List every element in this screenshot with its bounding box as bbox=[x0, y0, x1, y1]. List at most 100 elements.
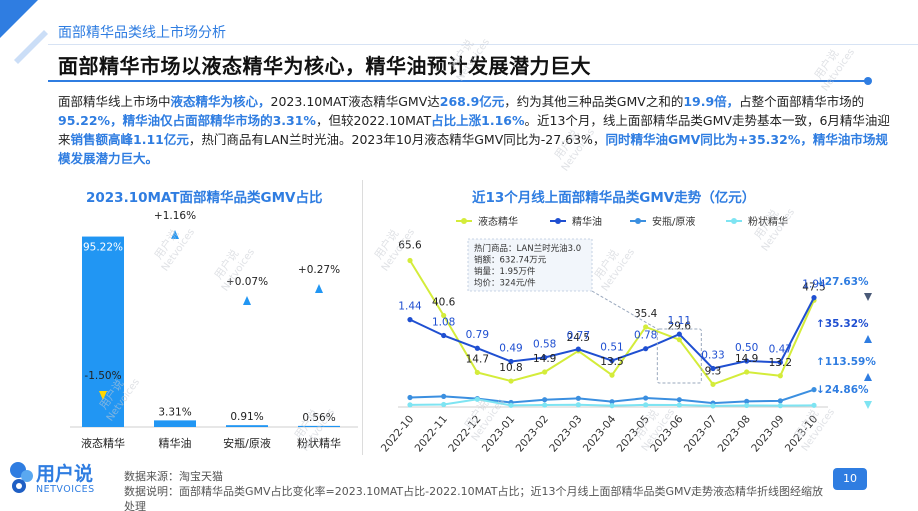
down-triangle-icon bbox=[864, 293, 872, 301]
data-label: 1.11 bbox=[668, 315, 691, 327]
trend-line-chart: 液态精华 精华油 安瓶/原液 粉状精华 65.6 40.6 14.7 10.8 14.9 24.5… bbox=[379, 215, 876, 455]
change-label: -1.50% bbox=[84, 370, 121, 382]
legend-label: 粉状精华 bbox=[748, 215, 788, 228]
data-point bbox=[474, 369, 480, 376]
yoy-label: ↓24.86% bbox=[816, 384, 869, 396]
body-text: 。近13个月，线上面部精华品类GMV走势基本一致，6月精华油迎来 bbox=[58, 113, 890, 147]
highlight-frame bbox=[656, 328, 702, 384]
data-point bbox=[441, 332, 447, 339]
bar bbox=[298, 425, 340, 427]
body-text: 面部精华线上市场中 bbox=[58, 94, 171, 109]
data-point bbox=[474, 396, 480, 402]
x-tick-label: 2023-10 bbox=[783, 413, 820, 454]
change-label: +0.07% bbox=[226, 276, 268, 288]
section-label: 面部精华品类线上市场分析 bbox=[58, 25, 226, 41]
panel-divider bbox=[362, 180, 363, 455]
data-point bbox=[508, 378, 514, 384]
bar-value-label: 3.31% bbox=[158, 406, 191, 418]
highlight-text: 销售额高峰1.11亿元 bbox=[70, 132, 189, 147]
legend-label: 精华油 bbox=[572, 215, 602, 228]
data-point bbox=[441, 393, 447, 399]
data-label: 29.6 bbox=[668, 321, 692, 333]
data-point bbox=[407, 402, 413, 408]
bar-value-label: 0.91% bbox=[230, 411, 263, 423]
data-label: 0.33 bbox=[701, 349, 724, 361]
data-point bbox=[744, 398, 750, 404]
data-label: 0.50 bbox=[735, 342, 758, 354]
data-note: 数据说明：面部精华品类GMV占比变化率=2023.10MAT占比-2022.10… bbox=[124, 485, 823, 511]
data-point bbox=[542, 402, 548, 408]
x-tick-label: 2023-02 bbox=[514, 413, 551, 454]
brand-logo-icon bbox=[10, 462, 33, 493]
yoy-label: ↓27.63% bbox=[816, 276, 869, 288]
data-point bbox=[542, 397, 548, 403]
data-label: 1.44 bbox=[398, 301, 422, 313]
data-point bbox=[744, 358, 750, 364]
body-text: 占整个面部精华市场的 bbox=[739, 94, 865, 109]
legend-item: 安瓶/原液 bbox=[630, 215, 695, 228]
data-label: 10.8 bbox=[499, 362, 522, 374]
data-point bbox=[676, 331, 682, 337]
data-point bbox=[643, 346, 649, 352]
data-label: 24.5 bbox=[567, 332, 590, 344]
tooltip-line: 热门商品：LAN兰时光油3.0 bbox=[474, 243, 581, 254]
watermark-text-cn: 用户说 bbox=[811, 47, 841, 82]
page-number: 10 bbox=[833, 468, 867, 490]
data-point bbox=[474, 345, 480, 351]
x-tick-label: 2023-06 bbox=[648, 413, 686, 455]
data-point bbox=[676, 402, 682, 408]
bar bbox=[154, 420, 196, 427]
data-label: 14.9 bbox=[735, 353, 758, 365]
data-label: 14.9 bbox=[533, 353, 556, 365]
down-arrow-icon bbox=[99, 391, 107, 400]
data-point bbox=[643, 402, 649, 408]
x-tick-label: 2023-07 bbox=[682, 413, 719, 454]
left-chart-title: 2023.10MAT面部精华品类GMV占比 bbox=[86, 190, 323, 206]
data-point bbox=[609, 403, 615, 409]
data-point bbox=[542, 369, 548, 375]
header-divider bbox=[48, 44, 918, 45]
watermark-text-en: Netvoices bbox=[820, 47, 857, 94]
tooltip-line: 销额：632.74万元 bbox=[474, 255, 547, 266]
x-tick-label: 2022-12 bbox=[446, 413, 483, 454]
data-point bbox=[643, 324, 649, 330]
brand-name-en: NETVOICES bbox=[36, 484, 95, 495]
data-point bbox=[710, 381, 716, 387]
x-tick-label: 2023-05 bbox=[615, 413, 652, 454]
x-tick-label: 2023-04 bbox=[581, 413, 619, 455]
data-label: 65.6 bbox=[398, 239, 422, 251]
data-point bbox=[811, 402, 817, 408]
tooltip-line: 销量：1.95万件 bbox=[474, 266, 536, 277]
legend-label: 液态精华 bbox=[478, 215, 518, 228]
data-point bbox=[575, 402, 581, 408]
category-label: 液态精华 bbox=[81, 436, 125, 450]
corner-decoration bbox=[0, 0, 48, 64]
body-text: 2023.10MAT液态精华GMV达 bbox=[270, 94, 440, 109]
data-label: 0.51 bbox=[600, 342, 623, 354]
x-tick-label: 2022-11 bbox=[413, 413, 450, 454]
highlight-text: 同时精华油GMV同比为+35.32%，精华油市场规模发展潜力巨大。 bbox=[58, 132, 888, 166]
bar bbox=[226, 425, 268, 427]
data-point bbox=[777, 359, 783, 365]
share-bar-chart: 95.22% 液态精华 -1.50% 3.31% 精华油 +1.16% 0.91% 安瓶/原液… bbox=[70, 210, 358, 450]
data-label: 1.94 bbox=[802, 279, 826, 291]
data-point bbox=[777, 398, 783, 404]
brand-name: 用户说 bbox=[36, 463, 94, 485]
highlight-text: 268.9亿元 bbox=[439, 94, 505, 109]
data-label: 47.5 bbox=[802, 281, 825, 293]
up-arrow-icon bbox=[171, 230, 179, 239]
category-label: 安瓶/原液 bbox=[223, 436, 271, 450]
down-triangle-icon bbox=[864, 401, 872, 409]
data-point bbox=[407, 317, 413, 323]
data-point bbox=[609, 399, 615, 405]
page-title: 面部精华市场以液态精华为核心，精华油预计发展潜力巨大 bbox=[58, 54, 591, 78]
highlight-text: 19.9倍， bbox=[683, 94, 740, 109]
data-point bbox=[441, 312, 447, 319]
up-triangle-icon bbox=[864, 373, 872, 381]
data-point bbox=[777, 373, 783, 379]
data-point bbox=[676, 397, 682, 403]
data-label: 0.47 bbox=[769, 343, 792, 355]
legend-item: 粉状精华 bbox=[726, 215, 788, 228]
data-point bbox=[508, 358, 514, 365]
